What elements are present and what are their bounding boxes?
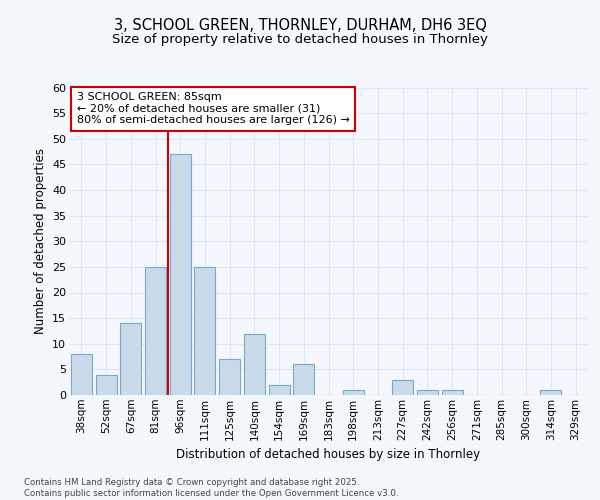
Bar <box>120 324 141 395</box>
Text: 3 SCHOOL GREEN: 85sqm
← 20% of detached houses are smaller (31)
80% of semi-deta: 3 SCHOOL GREEN: 85sqm ← 20% of detached … <box>77 92 350 126</box>
Bar <box>343 390 364 395</box>
Bar <box>442 390 463 395</box>
Bar <box>541 390 562 395</box>
Bar <box>269 385 290 395</box>
Bar <box>392 380 413 395</box>
Bar <box>293 364 314 395</box>
X-axis label: Distribution of detached houses by size in Thornley: Distribution of detached houses by size … <box>176 448 481 461</box>
Bar <box>145 267 166 395</box>
Bar <box>244 334 265 395</box>
Bar <box>71 354 92 395</box>
Bar <box>417 390 438 395</box>
Bar <box>170 154 191 395</box>
Bar <box>95 374 116 395</box>
Bar <box>219 359 240 395</box>
Text: 3, SCHOOL GREEN, THORNLEY, DURHAM, DH6 3EQ: 3, SCHOOL GREEN, THORNLEY, DURHAM, DH6 3… <box>113 18 487 32</box>
Text: Size of property relative to detached houses in Thornley: Size of property relative to detached ho… <box>112 32 488 46</box>
Y-axis label: Number of detached properties: Number of detached properties <box>34 148 47 334</box>
Bar <box>194 267 215 395</box>
Text: Contains HM Land Registry data © Crown copyright and database right 2025.
Contai: Contains HM Land Registry data © Crown c… <box>24 478 398 498</box>
